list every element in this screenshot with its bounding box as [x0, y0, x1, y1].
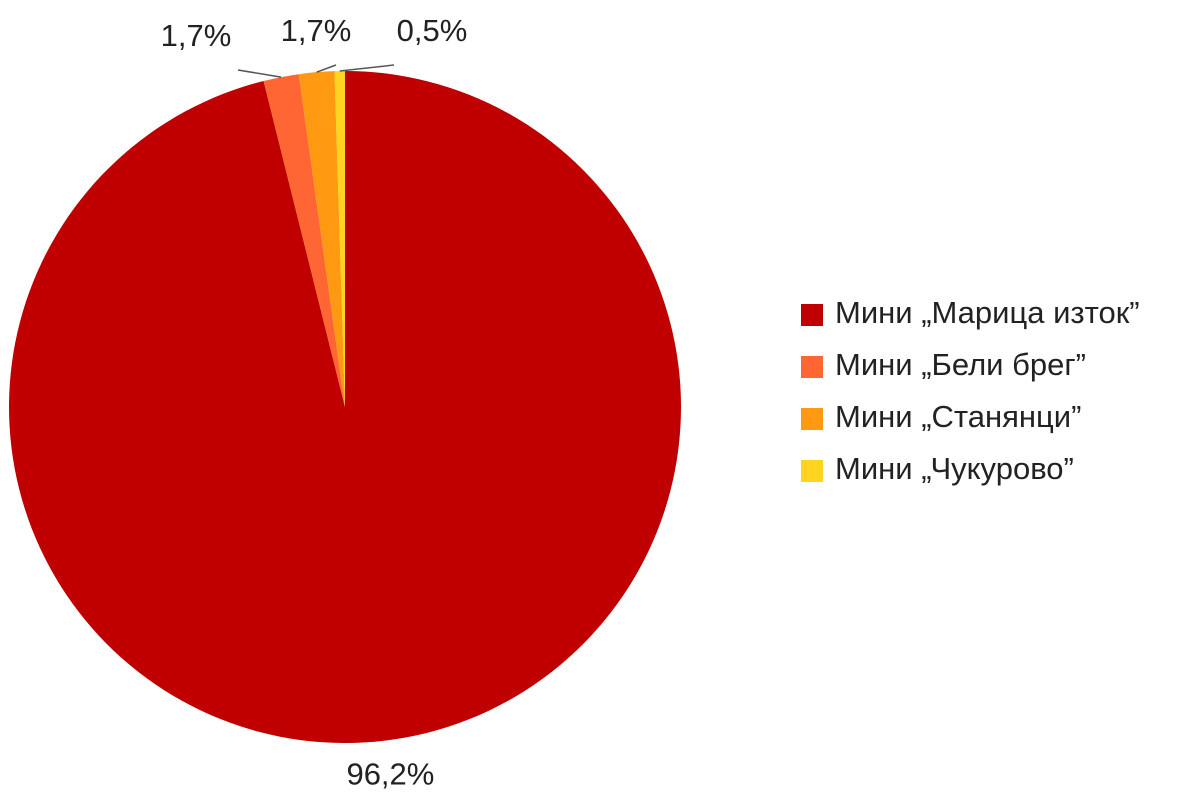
leader-line — [339, 64, 395, 72]
legend-swatch — [801, 408, 823, 430]
data-label: 1,7% — [161, 18, 232, 53]
legend-swatch — [801, 356, 823, 378]
legend-label: Мини „Станянци” — [835, 399, 1081, 434]
legend-swatch — [801, 460, 823, 482]
legend-label: Мини „Марица изток” — [835, 295, 1140, 330]
data-label: 1,7% — [281, 13, 352, 48]
pie-slice — [298, 71, 345, 407]
legend-label: Мини „Чукурово” — [835, 451, 1074, 486]
legend-swatch — [801, 304, 823, 326]
data-label: 96,2% — [346, 756, 434, 791]
legend-label: Мини „Бели брег” — [835, 347, 1086, 382]
pie-slice — [334, 71, 345, 407]
pie-slice — [263, 74, 345, 407]
data-label: 0,5% — [397, 13, 468, 48]
leader-line — [316, 64, 337, 73]
leader-line — [237, 69, 282, 78]
